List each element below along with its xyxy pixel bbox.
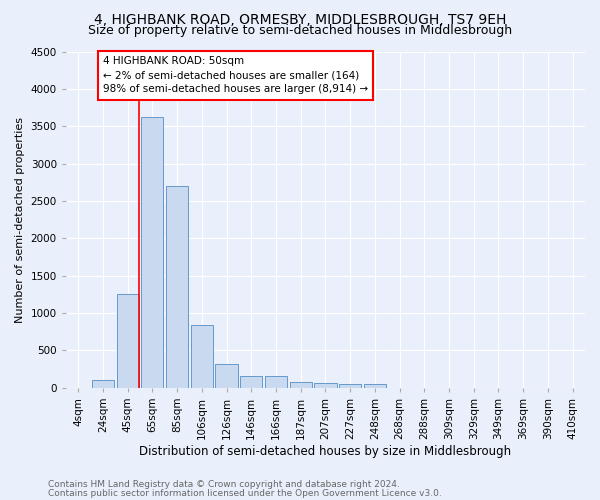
Bar [116, 294, 139, 388]
Text: 4 HIGHBANK ROAD: 50sqm
← 2% of semi-detached houses are smaller (164)
98% of sem: 4 HIGHBANK ROAD: 50sqm ← 2% of semi-deta… [103, 56, 368, 94]
Y-axis label: Number of semi-detached properties: Number of semi-detached properties [15, 116, 25, 322]
Bar [314, 384, 337, 388]
Bar [364, 384, 386, 388]
Bar [92, 380, 114, 388]
X-axis label: Distribution of semi-detached houses by size in Middlesbrough: Distribution of semi-detached houses by … [139, 444, 511, 458]
Text: Size of property relative to semi-detached houses in Middlesbrough: Size of property relative to semi-detach… [88, 24, 512, 37]
Bar [191, 325, 213, 388]
Bar [339, 384, 361, 388]
Bar [240, 376, 262, 388]
Text: 4, HIGHBANK ROAD, ORMESBY, MIDDLESBROUGH, TS7 9EH: 4, HIGHBANK ROAD, ORMESBY, MIDDLESBROUGH… [94, 12, 506, 26]
Bar [290, 382, 312, 388]
Bar [166, 186, 188, 388]
Bar [265, 376, 287, 388]
Bar [215, 364, 238, 388]
Bar [141, 118, 163, 388]
Text: Contains public sector information licensed under the Open Government Licence v3: Contains public sector information licen… [48, 489, 442, 498]
Text: Contains HM Land Registry data © Crown copyright and database right 2024.: Contains HM Land Registry data © Crown c… [48, 480, 400, 489]
